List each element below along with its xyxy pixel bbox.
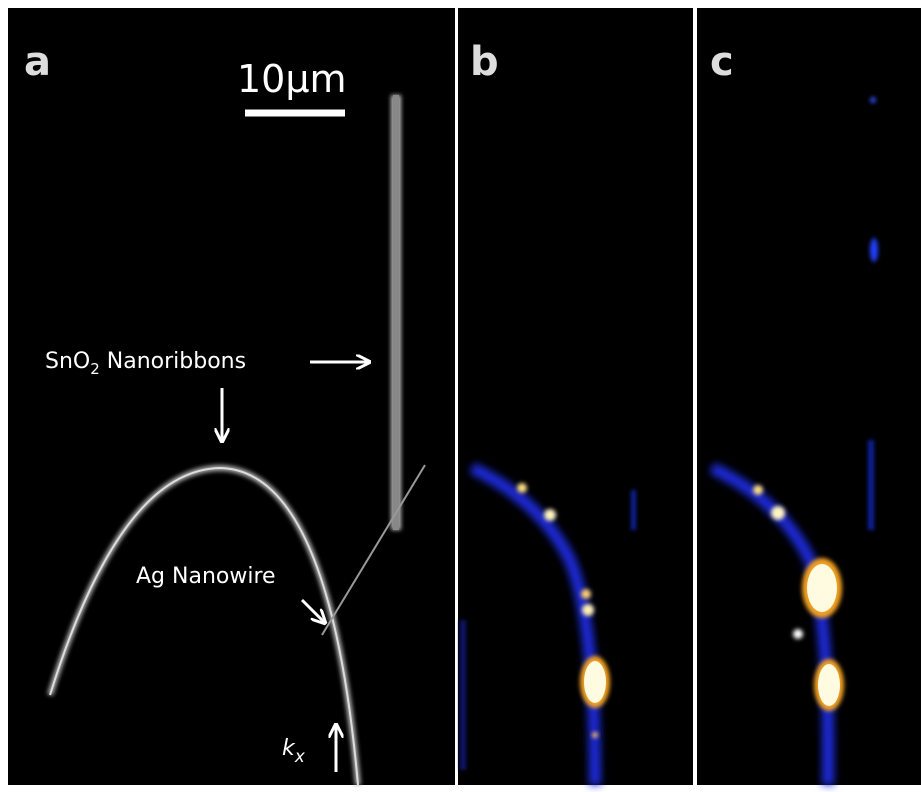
panel-a: a 10μm SnO2 Nanoribbons Ag Nanowire kx <box>8 8 455 785</box>
panel-label: a <box>24 39 51 85</box>
panel-label: b <box>470 39 499 85</box>
annotation: SnO2 Nanoribbons <box>45 349 246 378</box>
panel-c: c <box>697 8 921 785</box>
scale-bar-label: 10μm <box>237 57 347 101</box>
panel-b: b <box>458 8 693 785</box>
figure: a 10μm SnO2 Nanoribbons Ag Nanowire kx b… <box>0 0 921 792</box>
annotation: Ag Nanowire <box>136 564 276 589</box>
panel-label: c <box>710 39 734 85</box>
